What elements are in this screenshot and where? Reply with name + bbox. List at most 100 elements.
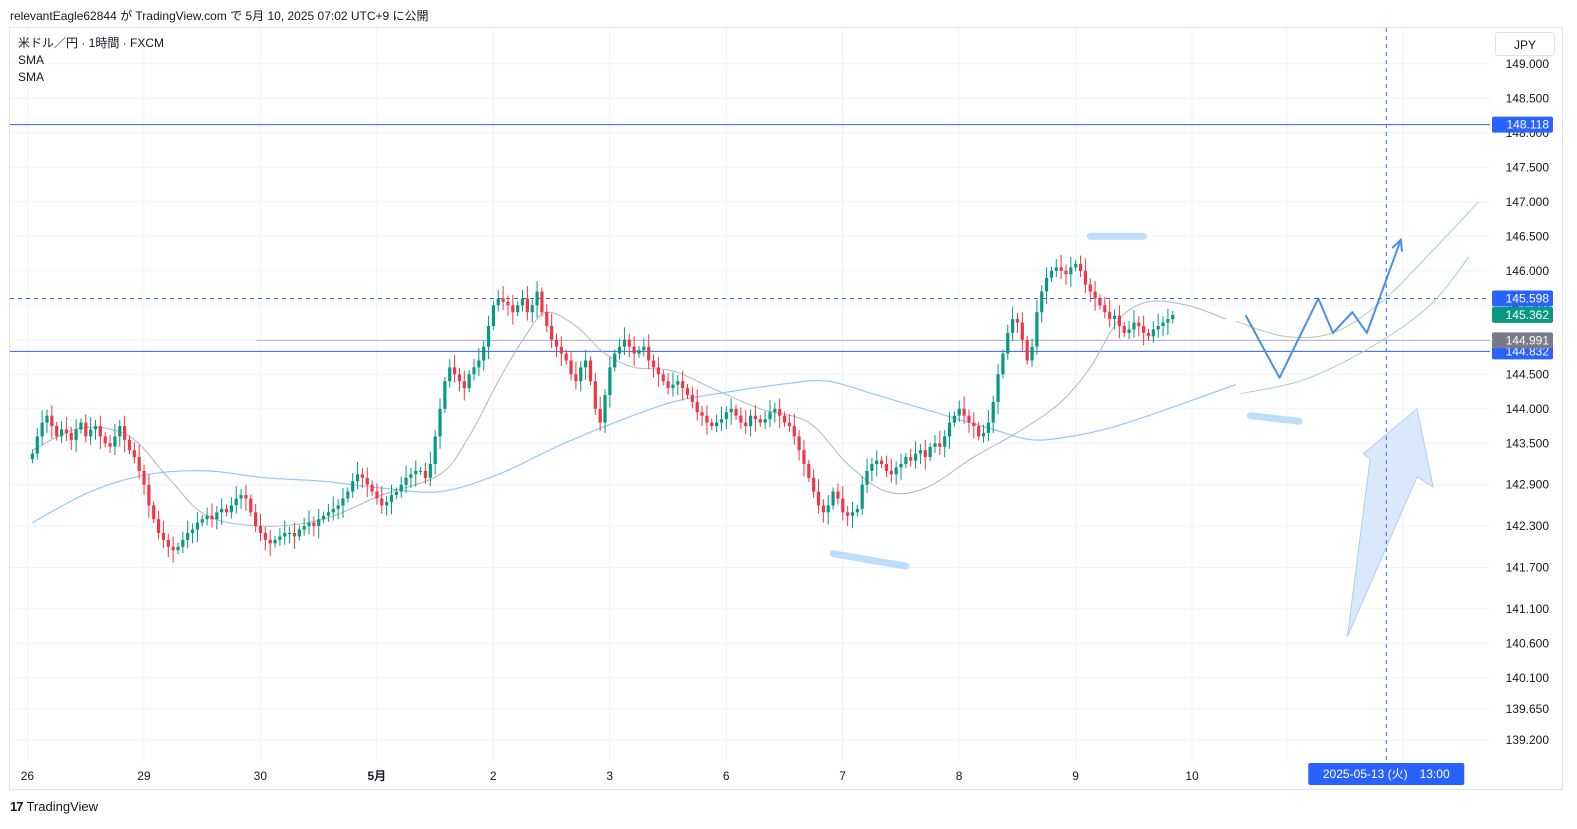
- price-label-line-bg: [1492, 290, 1553, 307]
- x-axis-tick-label: 26: [21, 769, 35, 783]
- candle: [1108, 299, 1112, 328]
- symbol-info[interactable]: 米ドル／円 · 1時間 · FXCM: [18, 36, 164, 50]
- candle: [249, 494, 253, 517]
- sma-indicator-2[interactable]: SMA: [18, 70, 45, 84]
- candle: [802, 439, 806, 477]
- candle: [685, 383, 690, 400]
- highlight-stroke: [1246, 412, 1303, 425]
- chart-legend: 米ドル／円 · 1時間 · FXCM SMA SMA: [18, 35, 164, 86]
- candle: [880, 456, 884, 469]
- candle: [1015, 312, 1020, 333]
- candle: [933, 435, 937, 453]
- candle: [428, 451, 432, 487]
- candle: [273, 535, 277, 548]
- candle: [35, 428, 39, 460]
- price-label-line: 148.118: [1507, 118, 1550, 132]
- candle: [171, 536, 175, 563]
- brand-name: TradingView: [26, 799, 99, 814]
- candle: [1025, 335, 1029, 365]
- x-axis-tick-label: 8: [956, 769, 963, 783]
- chart-frame: [9, 27, 1563, 790]
- candle: [511, 294, 515, 325]
- footer-brand[interactable]: 17 TradingView: [10, 799, 98, 814]
- candle: [846, 506, 850, 527]
- candle: [870, 457, 874, 482]
- sma-fast-line: [32, 300, 1227, 527]
- candle: [1093, 281, 1097, 311]
- candle: [181, 531, 185, 554]
- candle: [55, 421, 59, 441]
- candle: [1142, 315, 1146, 346]
- candle: [166, 533, 170, 558]
- price-label-line: 145.598: [1506, 292, 1550, 306]
- y-axis-tick-label: 146.500: [1506, 229, 1550, 243]
- candle: [74, 419, 78, 453]
- x-axis-tick-label: 7: [839, 769, 846, 783]
- candle: [962, 396, 966, 424]
- candle: [292, 522, 297, 549]
- candle: [807, 459, 811, 482]
- candle: [452, 354, 457, 383]
- y-axis-tick-label: 147.000: [1506, 195, 1550, 209]
- candle: [200, 515, 204, 527]
- x-axis-tick-label: 29: [137, 769, 151, 783]
- candle: [118, 419, 122, 447]
- x-axis-tick-label: 10: [1185, 769, 1199, 783]
- candle: [520, 290, 525, 312]
- candle: [414, 460, 418, 487]
- candle: [239, 488, 243, 509]
- candle: [816, 479, 821, 514]
- y-axis-tick-label: 144.000: [1506, 402, 1550, 416]
- candle: [681, 370, 685, 401]
- candle: [1011, 306, 1015, 342]
- candle: [909, 448, 913, 467]
- candle: [443, 377, 447, 413]
- candle: [938, 430, 942, 456]
- candle: [797, 430, 801, 461]
- candle: [127, 435, 132, 455]
- price-label-line-bg: [1492, 116, 1553, 133]
- highlight-stroke: [829, 550, 910, 570]
- candle: [462, 370, 466, 401]
- candle: [690, 386, 694, 409]
- candle: [627, 333, 631, 358]
- candle: [1171, 310, 1175, 324]
- candle: [812, 469, 816, 498]
- candle: [1049, 266, 1054, 282]
- candle: [588, 356, 593, 386]
- candle: [540, 287, 544, 317]
- candle: [389, 484, 394, 515]
- candle: [656, 357, 660, 387]
- candle: [1127, 321, 1131, 340]
- sma-indicator-1[interactable]: SMA: [18, 53, 45, 67]
- candle: [59, 421, 64, 443]
- y-axis-tick-label: 144.500: [1506, 367, 1550, 381]
- candle: [423, 462, 428, 485]
- candle: [666, 372, 670, 395]
- x-axis-tick-label: 2: [490, 769, 497, 783]
- candle: [715, 414, 719, 433]
- candle: [278, 528, 282, 547]
- currency-button[interactable]: JPY: [1495, 32, 1555, 56]
- candle: [947, 412, 952, 449]
- candle: [224, 504, 229, 517]
- candle: [1103, 297, 1107, 319]
- candle: [584, 350, 588, 380]
- candle: [525, 285, 529, 321]
- candle: [399, 476, 403, 498]
- candle: [50, 405, 54, 439]
- projection-upper-line: [1235, 201, 1479, 339]
- candle: [1054, 259, 1058, 278]
- candle: [1151, 321, 1155, 343]
- candle: [865, 458, 869, 493]
- candle: [1074, 259, 1078, 272]
- candle: [142, 464, 146, 496]
- big-up-arrow-icon: [1346, 407, 1434, 637]
- x-axis-tick-label: 5月: [367, 769, 386, 783]
- candle: [647, 334, 651, 369]
- candle: [1001, 349, 1005, 379]
- candle: [710, 418, 714, 431]
- candle: [719, 406, 724, 431]
- candle: [928, 442, 932, 462]
